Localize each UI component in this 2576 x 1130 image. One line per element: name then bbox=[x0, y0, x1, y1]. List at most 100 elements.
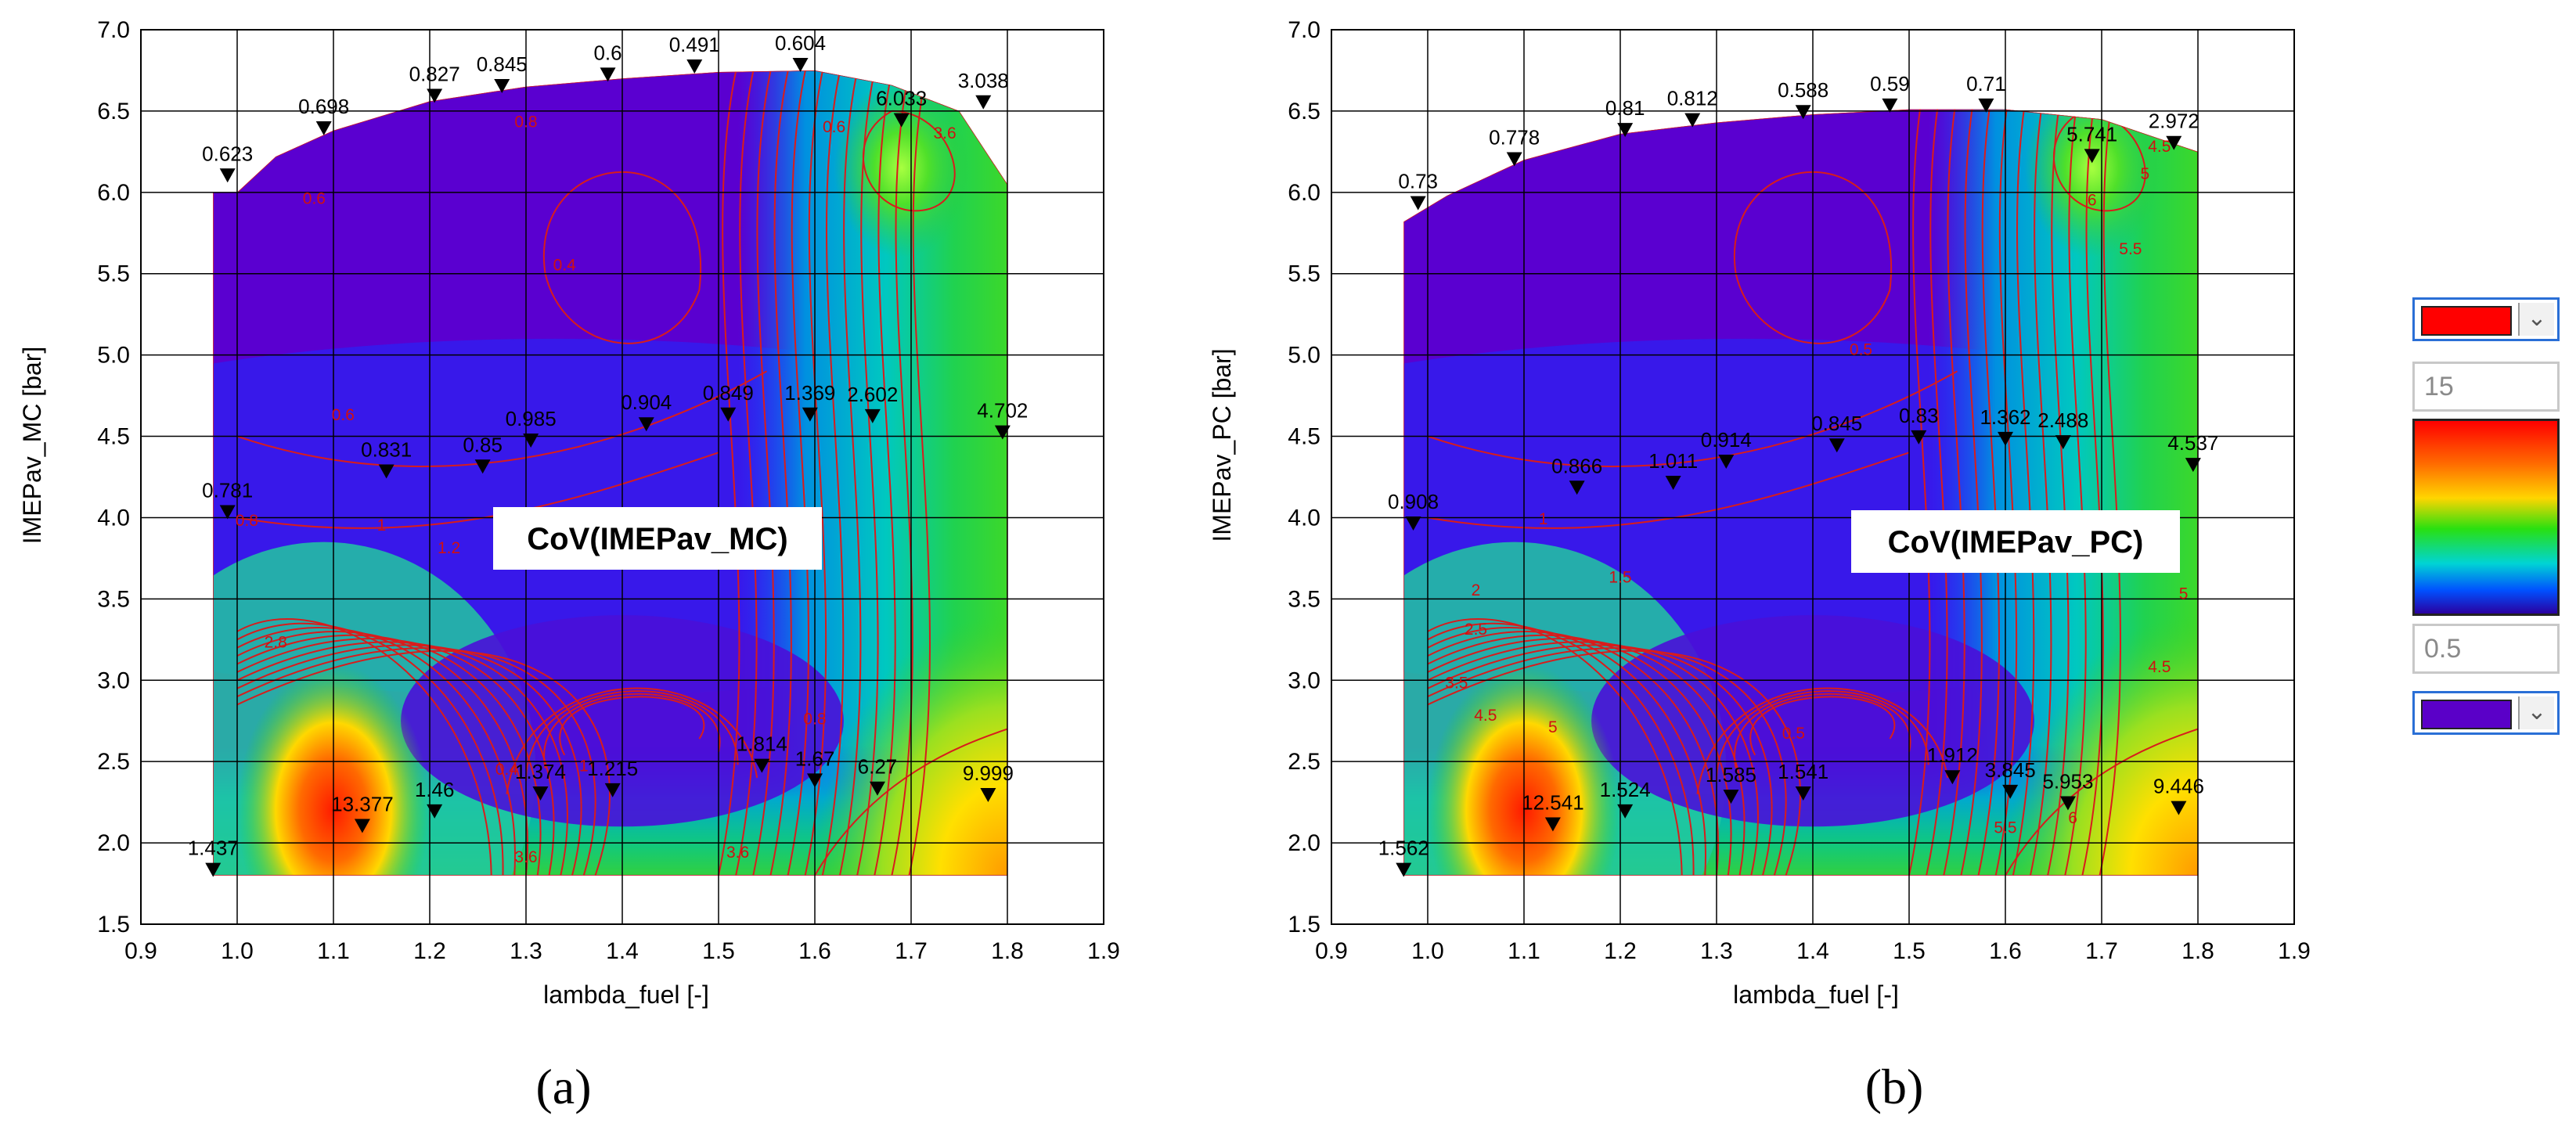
contour-value-label: 0.6 bbox=[303, 189, 326, 207]
data-point-label: 0.781 bbox=[202, 478, 253, 502]
data-point-label: 1.369 bbox=[784, 381, 835, 405]
contour-value-label: 4.5 bbox=[1474, 707, 1497, 725]
data-point-label: 0.623 bbox=[202, 142, 253, 165]
contour-lines-a bbox=[213, 70, 1007, 876]
x-tick-label: 1.7 bbox=[895, 938, 928, 964]
panel-caption-b: (b) bbox=[1865, 1059, 1924, 1114]
contour-line bbox=[1749, 696, 1896, 756]
y-tick-label: 2.5 bbox=[1288, 749, 1320, 775]
contour-value-label: 0.6 bbox=[823, 118, 845, 136]
chevron-down-icon[interactable]: ⌄ bbox=[2518, 696, 2554, 729]
x-tick-label: 1.1 bbox=[317, 938, 350, 964]
contour-line bbox=[1427, 370, 1958, 468]
contour-value-label: 1.2 bbox=[438, 539, 460, 557]
x-tick-label: 1.6 bbox=[798, 938, 831, 964]
data-point-label: 4.702 bbox=[977, 399, 1028, 423]
contour-value-label: 5.5 bbox=[1994, 819, 2016, 837]
data-point-marker bbox=[494, 78, 510, 93]
y-tick-label: 1.5 bbox=[97, 912, 130, 937]
contour-value-label: 4.5 bbox=[2148, 658, 2171, 676]
contour-line bbox=[908, 70, 931, 876]
data-point-label: 13.377 bbox=[331, 793, 394, 816]
contour-line bbox=[236, 650, 611, 876]
data-point-label: 0.604 bbox=[775, 31, 826, 55]
x-tick-label: 0.9 bbox=[124, 938, 157, 964]
y-tick-label: 4.5 bbox=[97, 424, 130, 450]
data-point-label: 12.541 bbox=[1522, 790, 1584, 814]
data-point-marker bbox=[2166, 135, 2182, 150]
data-point-marker bbox=[600, 67, 616, 82]
data-point-label: 0.83 bbox=[1899, 404, 1939, 427]
data-point-label: 9.999 bbox=[963, 761, 1014, 785]
y-tick-label: 6.5 bbox=[97, 99, 130, 124]
data-point-label: 1.215 bbox=[587, 757, 638, 780]
y-tick-label: 5.0 bbox=[97, 343, 130, 369]
chevron-down-icon[interactable]: ⌄ bbox=[2518, 303, 2554, 336]
max-value-field[interactable]: 15 bbox=[2412, 362, 2560, 412]
contour-line bbox=[236, 644, 582, 876]
data-point-marker bbox=[638, 417, 654, 432]
contour-line bbox=[236, 622, 504, 876]
x-axis-label-b: lambda_fuel [-] bbox=[1733, 981, 1899, 1009]
contour-line bbox=[506, 687, 758, 794]
data-points-a: 0.623 0.698 0.827 0.845 0.6 0.491 0.604 6.033 3.… bbox=[188, 31, 1028, 877]
contour-line bbox=[1427, 452, 1910, 529]
y-tick-label: 3.0 bbox=[1288, 668, 1320, 693]
min-color-picker[interactable]: ⌄ bbox=[2412, 691, 2560, 735]
contour-value-label: 0.4 bbox=[495, 761, 519, 779]
y-axis-label-b: IMEPav_PC [bar] bbox=[1208, 348, 1236, 542]
contour-line bbox=[236, 370, 767, 468]
data-point-label: 2.602 bbox=[847, 383, 898, 406]
data-point-marker bbox=[315, 121, 332, 136]
data-point-marker bbox=[2055, 435, 2071, 450]
min-value-field[interactable]: 0.5 bbox=[2412, 624, 2560, 674]
data-point-label: 0.985 bbox=[506, 407, 557, 430]
y-axis-label-a: IMEPav_MC [bar] bbox=[18, 347, 46, 545]
y-tick-label: 6.0 bbox=[1288, 180, 1320, 206]
data-point-label: 1.585 bbox=[1706, 763, 1756, 786]
contour-value-label: 3.5 bbox=[1445, 675, 1468, 693]
contour-labels-a: 0.6 0.8 0.6 3.6 0.4 0.6 0.8 1 1.2 2.8 0.4 1 3.6 3.6 0.… bbox=[236, 113, 957, 866]
contour-fill-b bbox=[1403, 109, 2198, 876]
x-tick-label: 1.8 bbox=[2181, 938, 2214, 964]
data-point-label: 0.904 bbox=[621, 390, 672, 414]
data-point-marker bbox=[1506, 152, 1522, 167]
data-point-marker bbox=[523, 434, 539, 448]
data-point-marker bbox=[219, 505, 236, 520]
x-axis-label-a: lambda_fuel [-] bbox=[543, 981, 709, 1009]
data-point-marker bbox=[1882, 98, 1898, 113]
x-tick-label: 1.2 bbox=[1604, 938, 1637, 964]
x-tick-label: 1.4 bbox=[1796, 938, 1829, 964]
data-point-label: 1.912 bbox=[1927, 743, 1978, 767]
y-tick-label: 5.0 bbox=[1288, 343, 1320, 369]
contour-value-label: 0.8 bbox=[236, 512, 258, 530]
data-point-marker bbox=[1795, 105, 1811, 120]
y-tick-label: 2.0 bbox=[1288, 830, 1320, 856]
data-point-marker bbox=[219, 168, 236, 183]
data-point-label: 2.972 bbox=[2149, 110, 2200, 133]
x-tick-label: 1.1 bbox=[1508, 938, 1540, 964]
data-point-marker bbox=[1795, 786, 1811, 801]
y-tick-label: 1.5 bbox=[1288, 912, 1320, 937]
chart-panel-a: 0.9 1.0 1.1 1.2 1.3 1.4 1.5 1.6 1.7 1.8 1.9 1.5 2.0 2… bbox=[18, 17, 1120, 1114]
contour-line bbox=[814, 728, 1007, 876]
contour-line bbox=[1427, 627, 1706, 876]
contour-value-label: 0.8 bbox=[803, 710, 826, 728]
x-tick-label: 1.9 bbox=[1087, 938, 1120, 964]
data-point-label: 0.73 bbox=[1398, 170, 1438, 193]
data-point-label: 0.866 bbox=[1551, 454, 1602, 477]
contour-value-label: 3.6 bbox=[514, 848, 537, 866]
data-point-label: 3.845 bbox=[1985, 758, 2036, 782]
contour-line bbox=[718, 70, 740, 876]
contour-line bbox=[2030, 109, 2052, 876]
max-color-picker[interactable]: ⌄ bbox=[2412, 297, 2560, 341]
data-point-label: 0.827 bbox=[409, 62, 460, 85]
data-point-label: 0.491 bbox=[669, 33, 720, 56]
x-tick-label: 1.0 bbox=[221, 938, 254, 964]
contour-line bbox=[2064, 109, 2087, 876]
data-point-label: 6.27 bbox=[858, 755, 898, 779]
data-point-marker bbox=[1405, 516, 1421, 531]
y-tick-label: 3.0 bbox=[97, 668, 130, 693]
data-point-marker bbox=[2171, 801, 2187, 815]
